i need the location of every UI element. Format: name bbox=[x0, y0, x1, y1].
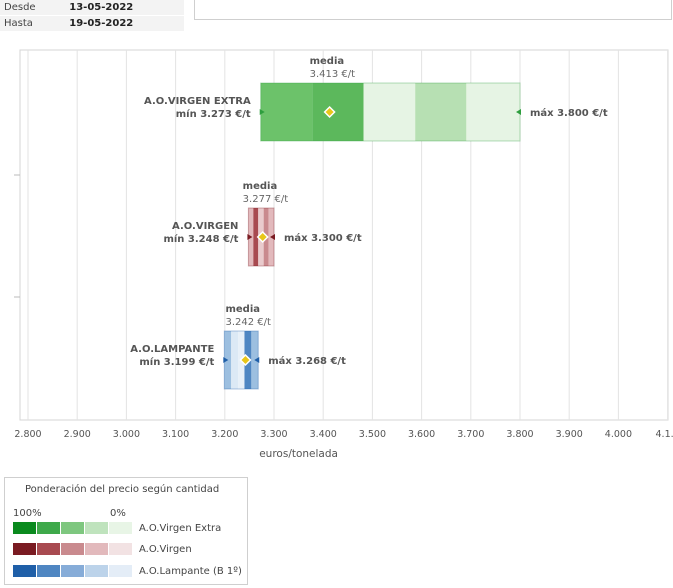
range-segment bbox=[253, 208, 259, 266]
legend-label: A.O.Virgen Extra bbox=[139, 522, 222, 534]
legend-swatch bbox=[85, 565, 108, 577]
legend-swatch bbox=[13, 522, 36, 534]
mean-title: media bbox=[310, 56, 345, 67]
legend-swatch bbox=[13, 543, 36, 555]
x-axis-label: euros/tonelada bbox=[259, 448, 338, 460]
legend-row: A.O.Lampante (B 1º) bbox=[13, 564, 242, 578]
max-label: máx 3.268 €/t bbox=[268, 355, 346, 367]
legend-swatch bbox=[85, 543, 108, 555]
max-marker bbox=[516, 109, 521, 115]
x-tick-label: 2.800 bbox=[14, 429, 41, 440]
range-segment bbox=[363, 83, 416, 141]
range-segment bbox=[231, 331, 239, 389]
date-range-table: Desde 13-05-2022 Hasta 19-05-2022 bbox=[0, 0, 184, 32]
legend-row: A.O.Virgen Extra bbox=[13, 521, 221, 535]
max-label: máx 3.800 €/t bbox=[530, 107, 608, 119]
x-tick-label: 3.900 bbox=[556, 429, 583, 440]
legend-swatch bbox=[61, 565, 84, 577]
x-tick-label: 3.000 bbox=[113, 429, 140, 440]
max-marker bbox=[254, 357, 260, 363]
legend-title: Ponderación del precio según cantidad bbox=[25, 484, 220, 495]
range-segment bbox=[415, 83, 467, 141]
x-tick-label: 4.1... bbox=[656, 429, 673, 440]
mean-title: media bbox=[225, 304, 260, 315]
range-segment bbox=[466, 83, 520, 141]
legend-swatches bbox=[13, 565, 133, 577]
legend-swatch bbox=[13, 565, 36, 577]
min-label: mín 3.273 €/t bbox=[176, 108, 251, 120]
min-label: mín 3.248 €/t bbox=[163, 233, 238, 245]
x-tick-label: 3.200 bbox=[211, 429, 238, 440]
series-name: A.O.VIRGEN EXTRA bbox=[144, 96, 251, 107]
legend-pct-low: 0% bbox=[110, 508, 126, 519]
mean-value: 3.277 €/t bbox=[243, 194, 289, 205]
mean-marker bbox=[239, 353, 252, 367]
series-name: A.O.VIRGEN bbox=[172, 221, 238, 232]
min-label: mín 3.199 €/t bbox=[139, 356, 214, 368]
legend-swatch bbox=[109, 565, 132, 577]
legend-swatches bbox=[13, 522, 133, 534]
x-tick-label: 3.100 bbox=[162, 429, 189, 440]
x-tick-label: 3.800 bbox=[506, 429, 533, 440]
legend-swatch bbox=[37, 522, 60, 534]
top-panel bbox=[194, 0, 672, 20]
min-marker bbox=[259, 109, 265, 115]
mean-value: 3.413 €/t bbox=[310, 69, 356, 80]
legend-swatch bbox=[85, 522, 108, 534]
mean-marker bbox=[323, 105, 336, 119]
mean-title: media bbox=[243, 181, 278, 192]
max-marker bbox=[270, 234, 275, 240]
to-label: Hasta bbox=[0, 15, 66, 32]
legend-swatch bbox=[37, 565, 60, 577]
min-marker bbox=[247, 234, 253, 240]
range-segment bbox=[260, 83, 313, 141]
legend-row: A.O.Virgen bbox=[13, 542, 192, 556]
legend-swatch bbox=[61, 543, 84, 555]
x-tick-label: 2.900 bbox=[64, 429, 91, 440]
series-name: A.O.LAMPANTE bbox=[130, 344, 214, 355]
legend: Ponderación del precio según cantidad 10… bbox=[4, 477, 248, 585]
legend-swatch bbox=[109, 543, 132, 555]
range-segment bbox=[312, 83, 364, 141]
x-tick-label: 3.700 bbox=[457, 429, 484, 440]
from-label: Desde bbox=[0, 0, 66, 16]
legend-swatches bbox=[13, 543, 133, 555]
min-marker bbox=[223, 357, 229, 363]
to-value: 19-05-2022 bbox=[65, 15, 184, 32]
legend-swatch bbox=[37, 543, 60, 555]
mean-marker bbox=[256, 230, 269, 244]
legend-pct-high: 100% bbox=[13, 508, 42, 519]
legend-swatch bbox=[109, 522, 132, 534]
max-label: máx 3.300 €/t bbox=[284, 232, 362, 244]
x-tick-label: 3.600 bbox=[408, 429, 435, 440]
legend-label: A.O.Virgen bbox=[139, 543, 192, 555]
price-range-chart: 2.800 2.900 3.000 3.100 3.200 3.300 3.400 3.500… bbox=[14, 49, 673, 460]
x-tick-label: 3.500 bbox=[359, 429, 386, 440]
mean-value: 3.242 €/t bbox=[225, 317, 271, 328]
legend-swatch bbox=[61, 522, 84, 534]
x-tick-label: 3.400 bbox=[310, 429, 337, 440]
from-value: 13-05-2022 bbox=[65, 0, 184, 16]
x-tick-label: 3.300 bbox=[260, 429, 287, 440]
x-tick-label: 4.000 bbox=[605, 429, 632, 440]
legend-label: A.O.Lampante (B 1º) bbox=[139, 565, 242, 577]
